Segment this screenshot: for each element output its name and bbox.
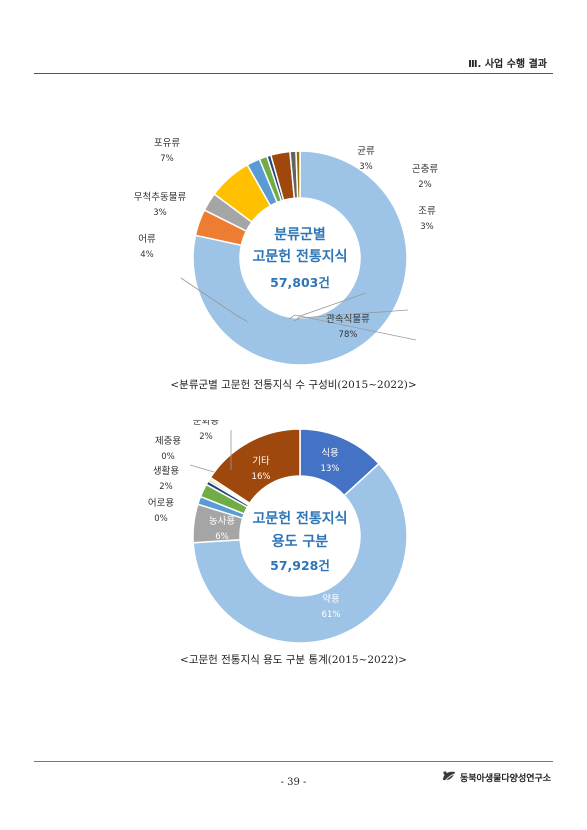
center-label-line2: 고문헌 전통지식 [252, 248, 347, 265]
leader-line-mammal [180, 277, 249, 323]
header-section-title: Ⅲ. 사업 수행 결과 [468, 59, 547, 70]
slice-label-6: 제충용 [155, 436, 181, 447]
slice-pct-0: 78% [339, 330, 358, 340]
slice-pct-6: 0% [161, 452, 175, 462]
slice-label-3: 어로용 [148, 498, 174, 509]
slice-pct-3: 7% [160, 154, 174, 164]
slice-label-0: 관속식물류 [326, 314, 370, 325]
slice-pct-8: 2% [418, 180, 432, 190]
center-label-line1: 분류군별 [274, 226, 326, 243]
slice-pct-0: 13% [321, 464, 340, 474]
slice-pct-8: 16% [252, 472, 271, 482]
slice-label-9: 균류 [357, 146, 375, 157]
leader-line-pest [189, 464, 215, 473]
header-rule [34, 73, 553, 74]
center-label-line3: 57,928건 [270, 558, 330, 573]
slice-label-2: 농사용 [209, 516, 235, 527]
slice-label-0: 식용 [321, 448, 339, 459]
caption-chart1: <분류군별 고문헌 전통지식 수 구성비(2015~2022)> [170, 379, 417, 391]
donut-slice-9 [295, 150, 301, 199]
slice-pct-2: 3% [153, 208, 167, 218]
footer-rule [34, 761, 553, 762]
org-logo: 동북아생물다양성연구소 [441, 770, 551, 784]
slice-pct-4: 2% [159, 482, 173, 492]
slice-pct-9: 3% [359, 162, 373, 172]
center-label-line2: 용도 구분 [272, 534, 329, 550]
slice-label-3: 포유류 [154, 138, 180, 149]
slice-label-8: 기타 [252, 456, 270, 467]
leader-line-insect [293, 309, 409, 322]
caption-chart2: <고문헌 전통지식 용도 구분 통계(2015~2022)> [180, 654, 407, 666]
leaf-logo-icon [443, 771, 455, 783]
usage-donut-chart: 식용 13% 약용 61% 농사용 6% 어로용 0% 생활용 2% 제충용 0% 문화용 2% 기타 16%… [148, 420, 408, 644]
page-number: - 39 - [280, 777, 307, 788]
slice-label-7: 조류 [418, 206, 436, 217]
slice-pct-7: 2% [199, 432, 213, 442]
slice-label-7: 문화용 [193, 420, 219, 427]
slice-pct-1: 61% [322, 610, 341, 620]
slice-label-4: 생활용 [153, 465, 179, 477]
leader-line-bird [288, 314, 417, 341]
slice-pct-1: 4% [140, 250, 154, 260]
donut-slice-1 [192, 462, 408, 644]
org-name: 동북아생물다양성연구소 [460, 773, 552, 784]
slice-label-1: 약용 [322, 593, 340, 605]
center-label-line1: 고문헌 전통지식 [252, 510, 347, 527]
slice-label-2: 무척추동물류 [134, 192, 187, 203]
slice-pct-2: 6% [215, 532, 229, 542]
slice-label-1: 어류 [138, 234, 156, 245]
taxon-donut-chart: 관속식물류 78% 어류 4% 무척추동물류 3% 포유류 7% 균류 3% 곤충류 2% 조류 3% 분… [134, 138, 438, 366]
slice-label-8: 곤충류 [412, 164, 438, 175]
donut-slice-0 [192, 150, 408, 366]
slice-pct-3: 0% [154, 514, 168, 524]
slice-pct-7: 3% [420, 222, 434, 232]
center-label-line3: 57,803건 [270, 275, 330, 290]
